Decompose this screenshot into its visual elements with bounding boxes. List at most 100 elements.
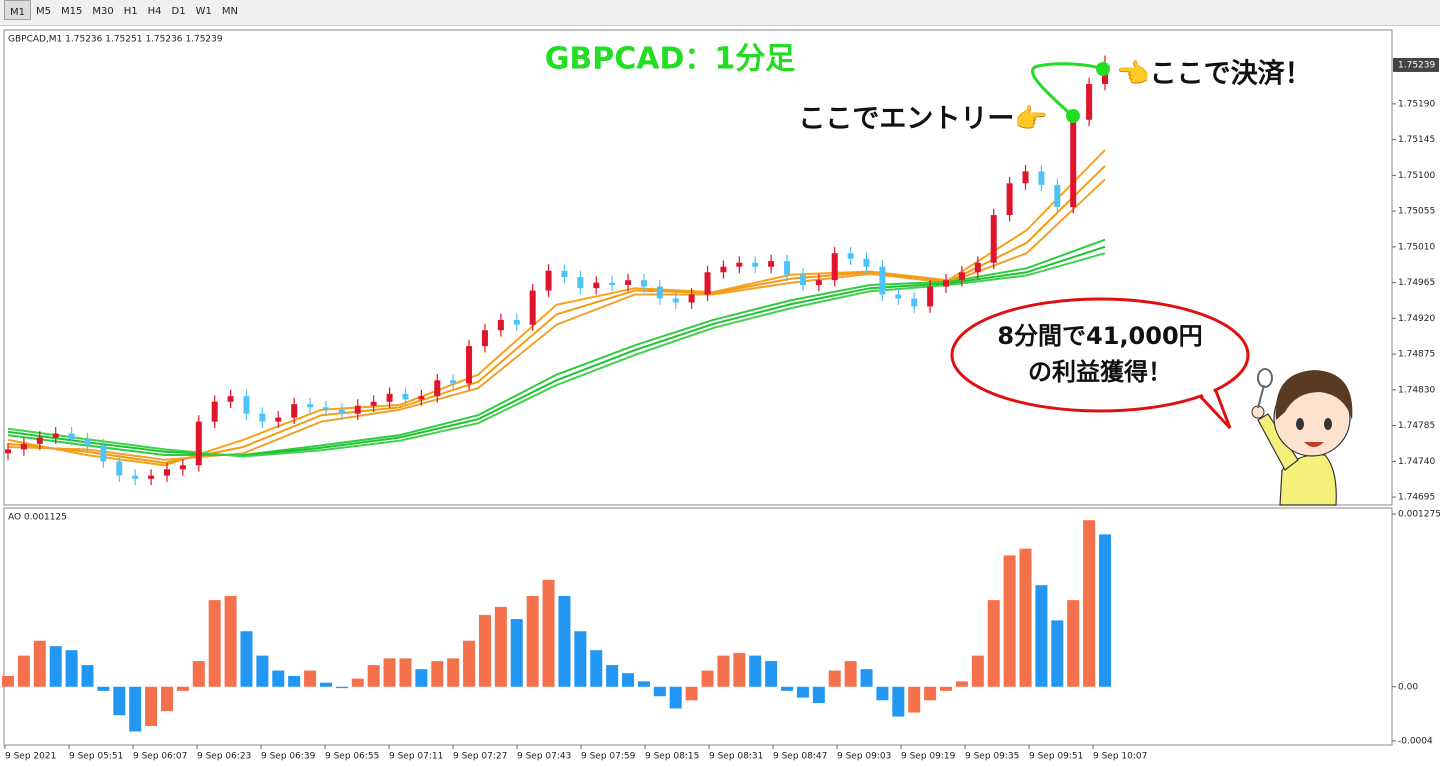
indicator-label: AO 0.001125	[8, 513, 67, 523]
y-tick-label: 1.75190	[1398, 99, 1435, 109]
symbol-info: GBPCAD,M1 1.75236 1.75251 1.75236 1.7523…	[8, 35, 223, 45]
last-price-label: 1.75239	[1398, 60, 1435, 70]
timeframe-button[interactable]: D1	[171, 6, 186, 17]
ao-bar	[176, 686, 189, 691]
ao-bar	[1051, 620, 1064, 687]
x-tick-label: 9 Sep 07:27	[453, 752, 507, 762]
ao-bar	[717, 655, 730, 687]
candle-body	[1022, 171, 1029, 184]
character	[1251, 368, 1353, 506]
ao-bar	[447, 658, 460, 687]
ao-bar	[192, 661, 205, 687]
candle-body	[768, 261, 775, 267]
x-tick-label: 9 Sep 2021	[5, 752, 56, 762]
candle-body	[911, 298, 918, 307]
ao-bar	[876, 686, 889, 701]
candle-body	[656, 286, 663, 299]
ao-bar	[494, 606, 507, 687]
candle-body	[52, 433, 59, 438]
x-tick-label: 9 Sep 06:07	[133, 752, 187, 762]
candle-body	[577, 277, 584, 289]
ao-bar	[160, 686, 173, 712]
ao-bar	[765, 661, 778, 687]
ao-bar	[1019, 548, 1032, 687]
ao-bar	[351, 678, 364, 687]
ao-bar	[145, 686, 158, 727]
candle-body	[481, 330, 488, 347]
ao-bar	[1099, 534, 1111, 687]
candle-body	[561, 270, 568, 278]
ao-bar	[606, 665, 619, 687]
ao-bar	[701, 670, 714, 687]
candle-body	[545, 270, 552, 291]
timeframe-button[interactable]: M5	[36, 6, 51, 17]
ao-bar	[319, 682, 332, 687]
candle-body	[609, 282, 616, 285]
candle-body	[132, 475, 139, 479]
ao-bar	[97, 686, 110, 691]
candle-body	[752, 262, 759, 267]
toolbar: M1 M5 M15 M30 H1 H4 D1 W1 MN	[0, 0, 1440, 26]
candle-body	[5, 449, 11, 454]
x-tick-label: 9 Sep 06:55	[325, 752, 379, 762]
candle-body	[879, 266, 886, 295]
candle-body	[688, 294, 695, 303]
timeframe-button[interactable]: W1	[195, 6, 212, 17]
trade-arrow	[1030, 62, 1101, 114]
candle-body	[1086, 84, 1093, 120]
ao-bar	[971, 655, 984, 687]
y-tick-label: 1.74785	[1398, 421, 1435, 431]
candle-body	[275, 417, 282, 422]
ao-bar	[526, 596, 539, 687]
ao-bar	[208, 600, 221, 687]
chart-title: GBPCAD：1分足	[545, 42, 796, 77]
candle-body	[307, 404, 314, 408]
moving-average	[7, 252, 1106, 458]
last-price-box	[1393, 57, 1439, 72]
ao-bar	[940, 686, 953, 691]
ao-bar	[1035, 585, 1048, 687]
moving-average	[7, 178, 1106, 461]
x-tick-label: 9 Sep 09:35	[965, 752, 1019, 762]
candle-body	[927, 286, 934, 307]
exit-marker	[1096, 62, 1110, 76]
ao-bar	[81, 665, 94, 687]
x-tick-label: 9 Sep 07:11	[389, 752, 443, 762]
ao-bar	[17, 655, 30, 687]
ao-bar	[240, 631, 253, 687]
candle-body	[958, 272, 965, 281]
candle-body	[736, 262, 743, 267]
ao-bar	[49, 646, 62, 687]
ao-bar	[828, 670, 841, 687]
candle-body	[243, 396, 250, 414]
timeframe-button[interactable]: M1	[4, 0, 31, 20]
timeframe-button[interactable]: MN	[221, 6, 238, 17]
ao-bar	[669, 686, 682, 709]
ao-bar	[860, 669, 873, 687]
candle-body	[847, 253, 854, 259]
candle-body	[195, 421, 202, 466]
candle-body	[720, 266, 727, 273]
ao-bar	[335, 686, 348, 689]
ao-bar	[1083, 520, 1096, 687]
timeframe-button[interactable]: H4	[147, 6, 162, 17]
x-tick-label: 9 Sep 05:51	[69, 752, 123, 762]
entry-marker	[1066, 109, 1080, 123]
ao-bar	[622, 673, 635, 687]
y-tick-label: 1.75010	[1398, 242, 1435, 252]
ao-bar	[637, 681, 650, 687]
candle-body	[784, 261, 791, 275]
callout-line: の利益獲得！	[1028, 358, 1172, 386]
ao-bar	[129, 686, 142, 732]
timeframe-button[interactable]: M15	[61, 6, 83, 17]
ao-bar	[924, 686, 937, 701]
y-tick-label: 1.75145	[1398, 135, 1435, 145]
callout-line: 8分間で41,000円	[997, 322, 1202, 350]
ao-bar	[908, 686, 921, 713]
timeframe-button[interactable]: H1	[123, 6, 138, 17]
ao-bar	[304, 670, 317, 687]
ao-bar	[987, 600, 1000, 687]
timeframe-button[interactable]: M30	[92, 6, 114, 17]
ao-bar	[542, 579, 555, 687]
